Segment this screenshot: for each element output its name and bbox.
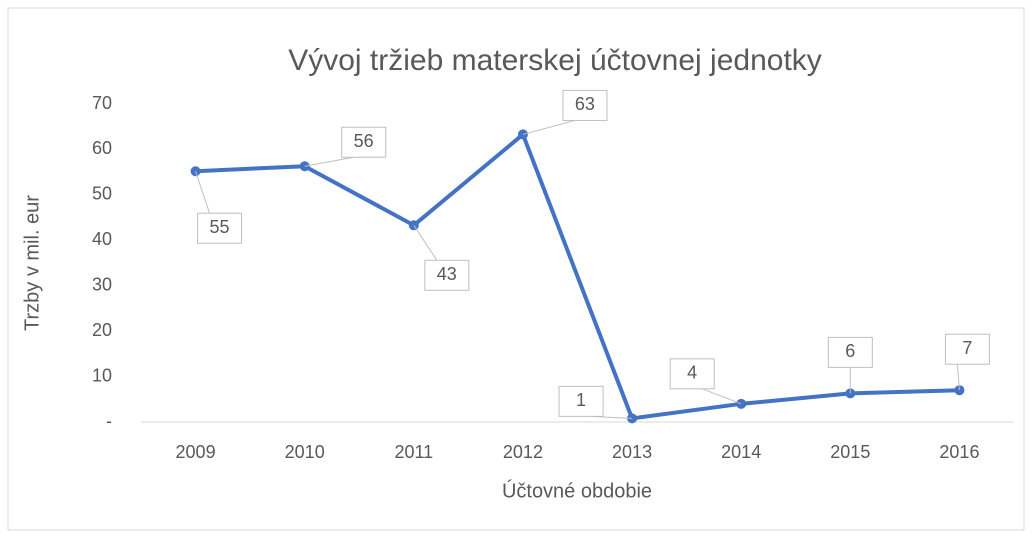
x-tick-label: 2012 bbox=[503, 442, 543, 462]
leader-line bbox=[413, 225, 438, 261]
data-label: 4 bbox=[687, 363, 697, 383]
label-box bbox=[827, 336, 873, 368]
chart-border bbox=[7, 7, 1025, 531]
data-label: 6 bbox=[845, 341, 855, 361]
x-axis-label: Účtovné obdobie bbox=[502, 479, 652, 502]
leader-line bbox=[956, 364, 960, 391]
y-tick-label: 60 bbox=[92, 138, 112, 158]
y-tick-label: 10 bbox=[92, 365, 112, 385]
data-label: 43 bbox=[437, 264, 457, 284]
x-tick-label: 2014 bbox=[721, 442, 761, 462]
data-label: 1 bbox=[576, 390, 586, 410]
label-box bbox=[197, 212, 243, 244]
label-box bbox=[562, 89, 608, 121]
line bbox=[195, 132, 960, 421]
y-tick-label: 40 bbox=[92, 229, 112, 249]
chart-title: Vývoj tržieb materskej účtovnej jednotky bbox=[288, 44, 822, 77]
leader-line bbox=[702, 388, 742, 405]
y-tick-label: 50 bbox=[92, 184, 112, 204]
leader-line bbox=[304, 156, 354, 167]
leader-line bbox=[522, 119, 576, 135]
leader-line bbox=[195, 171, 211, 214]
label-box bbox=[424, 259, 470, 291]
x-tick-label: 2016 bbox=[939, 442, 979, 462]
y-tick-label: 20 bbox=[92, 320, 112, 340]
x-tick-label: 2013 bbox=[612, 442, 652, 462]
x-tick-label: 2010 bbox=[285, 442, 325, 462]
label-box bbox=[558, 385, 604, 417]
x-tick-label: 2011 bbox=[394, 442, 433, 462]
data-label: 63 bbox=[575, 94, 595, 114]
x-tick-label: 2015 bbox=[830, 442, 870, 462]
data-label: 55 bbox=[210, 217, 230, 237]
label-box bbox=[944, 333, 990, 365]
data-label: 56 bbox=[354, 131, 374, 151]
label-box bbox=[341, 126, 387, 158]
label-box bbox=[669, 358, 715, 390]
y-axis-label: Trzby v mil. eur bbox=[21, 195, 43, 331]
y-tick-label: 70 bbox=[92, 93, 112, 113]
y-tick-label: - bbox=[106, 411, 112, 431]
y-tick-label: 30 bbox=[92, 274, 112, 294]
x-tick-label: 2009 bbox=[176, 442, 216, 462]
data-label: 7 bbox=[962, 338, 972, 358]
